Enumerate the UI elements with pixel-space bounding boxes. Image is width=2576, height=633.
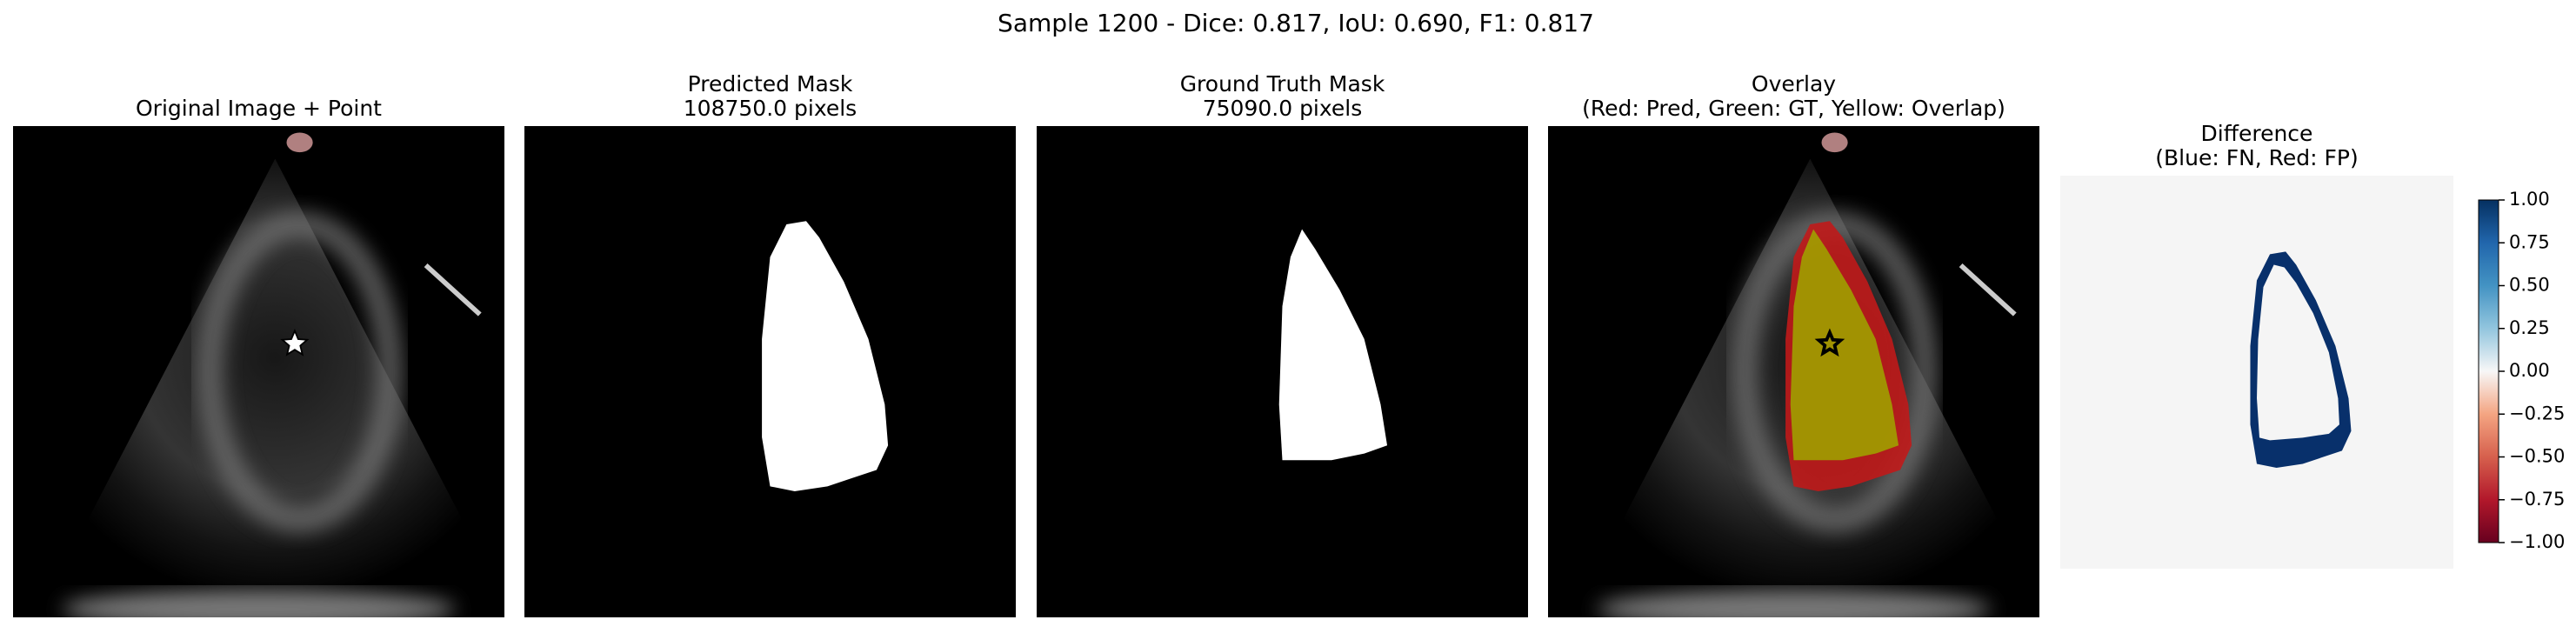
panel-title: Ground Truth Mask: [1180, 71, 1385, 97]
panel-title: 75090.0 pixels: [1203, 96, 1363, 121]
heart-wall: [196, 210, 404, 533]
colorbar-tick-label: 0.00: [2509, 360, 2550, 381]
bottom-glow: [1597, 589, 1991, 617]
panel-title: (Red: Pred, Green: GT, Yellow: Overlap): [1582, 96, 2005, 121]
panel-title: 108750.0 pixels: [684, 96, 857, 121]
ground-truth-mask: [1278, 229, 1388, 461]
colorbar-tick-label: −1.00: [2509, 531, 2565, 552]
colorbar-tick-label: −0.75: [2509, 489, 2565, 510]
colorbar-tick-label: −0.25: [2509, 403, 2565, 423]
difference-inner: [2257, 264, 2339, 441]
figure-title: Sample 1200 - Dice: 0.817, IoU: 0.690, F…: [998, 9, 1594, 37]
ultrasound-fan: [45, 158, 504, 602]
apex-blob: [1821, 132, 1848, 153]
panel-image: [13, 126, 504, 617]
panel-title: Original Image + Point: [136, 96, 382, 121]
panel-title: (Blue: FN, Red: FP): [2155, 145, 2359, 170]
colorbar-tick-label: 1.00: [2509, 189, 2550, 210]
colorbar: [2478, 199, 2499, 543]
panel-image: [524, 126, 1016, 617]
bottom-glow: [62, 589, 456, 617]
panel-title: Difference: [2201, 121, 2313, 146]
probe-marker: [1959, 263, 2017, 316]
probe-marker: [424, 263, 482, 316]
overlap-overlay: [1790, 229, 1899, 461]
colorbar-tick-label: −0.50: [2509, 446, 2565, 467]
apex-blob: [286, 132, 313, 153]
point-marker: [1814, 328, 1845, 357]
predicted-mask: [762, 221, 889, 491]
panel-image: [1548, 126, 2039, 617]
point-marker: [280, 328, 310, 356]
heart-wall: [1731, 210, 1939, 533]
panel-title: Overlay: [1752, 71, 1836, 97]
colorbar-tick-label: 0.25: [2509, 317, 2550, 338]
panel-image: [2060, 176, 2453, 569]
colorbar-tick-label: 0.75: [2509, 231, 2550, 252]
colorbar-tick-label: 0.50: [2509, 275, 2550, 296]
panel-title: Predicted Mask: [688, 71, 853, 97]
panel-image: [1037, 126, 1528, 617]
